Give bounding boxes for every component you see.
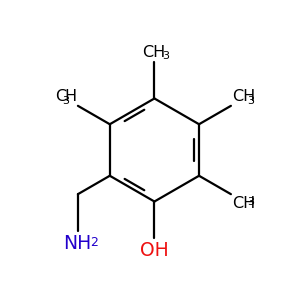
Text: CH: CH xyxy=(142,45,165,60)
Text: CH: CH xyxy=(232,89,256,104)
Text: OH: OH xyxy=(140,241,169,260)
Text: NH: NH xyxy=(63,234,92,253)
Text: C: C xyxy=(56,89,67,104)
Text: 2: 2 xyxy=(90,236,98,249)
Text: 3: 3 xyxy=(62,95,69,106)
Text: 3: 3 xyxy=(247,96,254,106)
Text: 3: 3 xyxy=(247,197,254,207)
Text: CH: CH xyxy=(232,196,256,211)
Text: 3: 3 xyxy=(163,51,170,61)
Text: H: H xyxy=(64,89,76,104)
